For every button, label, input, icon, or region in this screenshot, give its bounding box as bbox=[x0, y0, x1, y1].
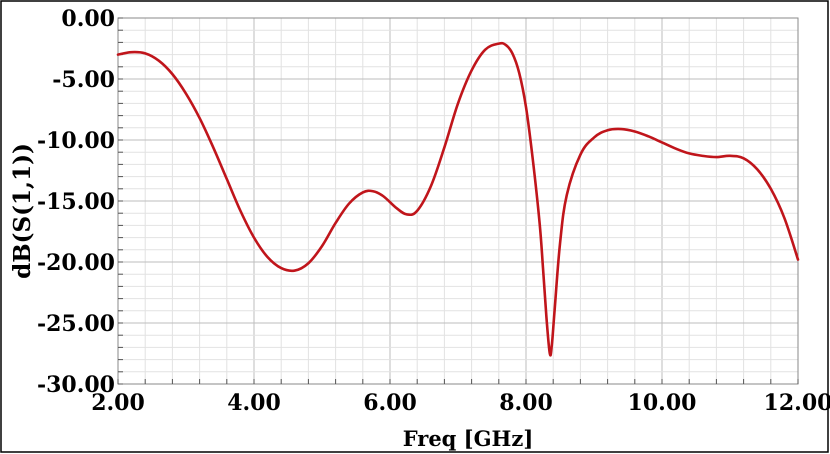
y-tick-label: -5.00 bbox=[52, 67, 115, 93]
y-tick-label: -15.00 bbox=[37, 189, 115, 215]
x-tick-label: 2.00 bbox=[91, 390, 145, 416]
y-tick-label: 0.00 bbox=[61, 6, 115, 32]
y-tick-label: -10.00 bbox=[37, 128, 115, 154]
y-tick-labels: 0.00 -5.00 -10.00 -15.00 -20.00 -25.00 -30.00 bbox=[37, 6, 115, 398]
x-tick-label: 4.00 bbox=[227, 390, 281, 416]
y-tick-label: -30.00 bbox=[37, 372, 115, 398]
x-tick-label: 8.00 bbox=[499, 390, 553, 416]
x-tick-label: 10.00 bbox=[628, 390, 697, 416]
series-layer bbox=[116, 41, 800, 357]
x-tick-label: 6.00 bbox=[363, 390, 417, 416]
series-line-0 bbox=[116, 41, 800, 357]
tick-marks bbox=[117, 17, 799, 385]
y-tick-label: -25.00 bbox=[37, 311, 115, 337]
y-tick-label: -20.00 bbox=[37, 250, 115, 276]
x-axis-title: Freq [GHz] bbox=[403, 426, 534, 451]
y-axis-title: dB(S(1,1)) bbox=[9, 143, 36, 279]
x-tick-label: 12.00 bbox=[764, 390, 830, 416]
x-tick-labels: 2.00 4.00 6.00 8.00 10.00 12.00 bbox=[91, 390, 830, 416]
